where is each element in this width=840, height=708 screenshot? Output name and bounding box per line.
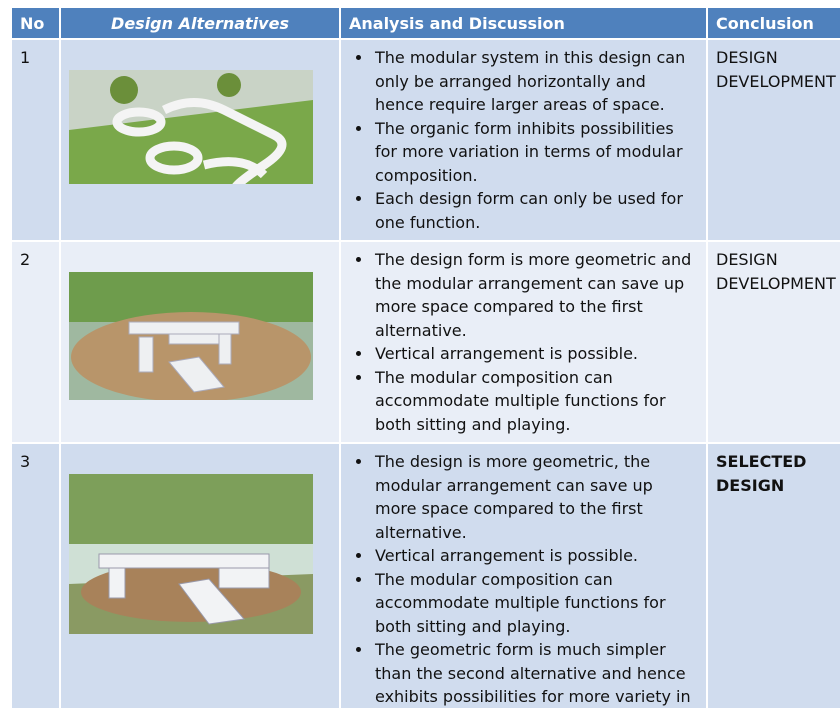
analysis-cell: The design is more geometric, the modula… [340, 443, 708, 708]
row-number: 2 [12, 241, 61, 444]
bullet-point: Each design form can only be used for on… [373, 187, 698, 234]
bullet-list: The design is more geometric, the modula… [349, 450, 698, 708]
analysis-cell: The modular system in this design can on… [340, 39, 708, 242]
bullet-list: The modular system in this design can on… [349, 46, 698, 234]
design-image [69, 474, 313, 634]
analysis-cell: The design form is more geometric and th… [340, 241, 708, 444]
bullet-point: Vertical arrangement is possible. [373, 342, 698, 366]
design-image [69, 70, 313, 184]
bullet-point: The organic form inhibits possibilities … [373, 117, 698, 188]
design-image-cell [60, 39, 341, 242]
bullet-point: Vertical arrangement is possible. [373, 544, 698, 568]
design-image-cell [60, 443, 341, 708]
design-image [69, 272, 313, 400]
row-number: 3 [12, 443, 61, 708]
page: No Design Alternatives Analysis and Discus… [12, 8, 840, 708]
bullet-point: The design form is more geometric and th… [373, 248, 698, 342]
design-table: No Design Alternatives Analysis and Discus… [12, 8, 840, 708]
header-cell: Conclusion [707, 8, 840, 40]
header-row: No Design Alternatives Analysis and Discus… [12, 8, 840, 40]
table-row: 3 The design is more geometric, the modu… [12, 443, 840, 708]
table-row: 1 The modular system in this design can … [12, 39, 840, 242]
bullet-point: The modular composition can accommodate … [373, 366, 698, 437]
header-cell: Analysis and Discussion [340, 8, 708, 40]
table-row: 2 The design form is more geometric and … [12, 241, 840, 444]
bullet-point: The geometric form is much simpler than … [373, 638, 698, 708]
conclusion: SELECTED DESIGN [707, 443, 840, 708]
design-image-cell [60, 241, 341, 444]
bullet-list: The design form is more geometric and th… [349, 248, 698, 436]
bullet-point: The modular system in this design can on… [373, 46, 698, 117]
row-number: 1 [12, 39, 61, 242]
conclusion: DESIGN DEVELOPMENT [707, 241, 840, 444]
conclusion: DESIGN DEVELOPMENT [707, 39, 840, 242]
bullet-point: The modular composition can accommodate … [373, 568, 698, 639]
header-cell: Design Alternatives [60, 8, 341, 40]
bullet-point: The design is more geometric, the modula… [373, 450, 698, 544]
header-cell: No [12, 8, 61, 40]
